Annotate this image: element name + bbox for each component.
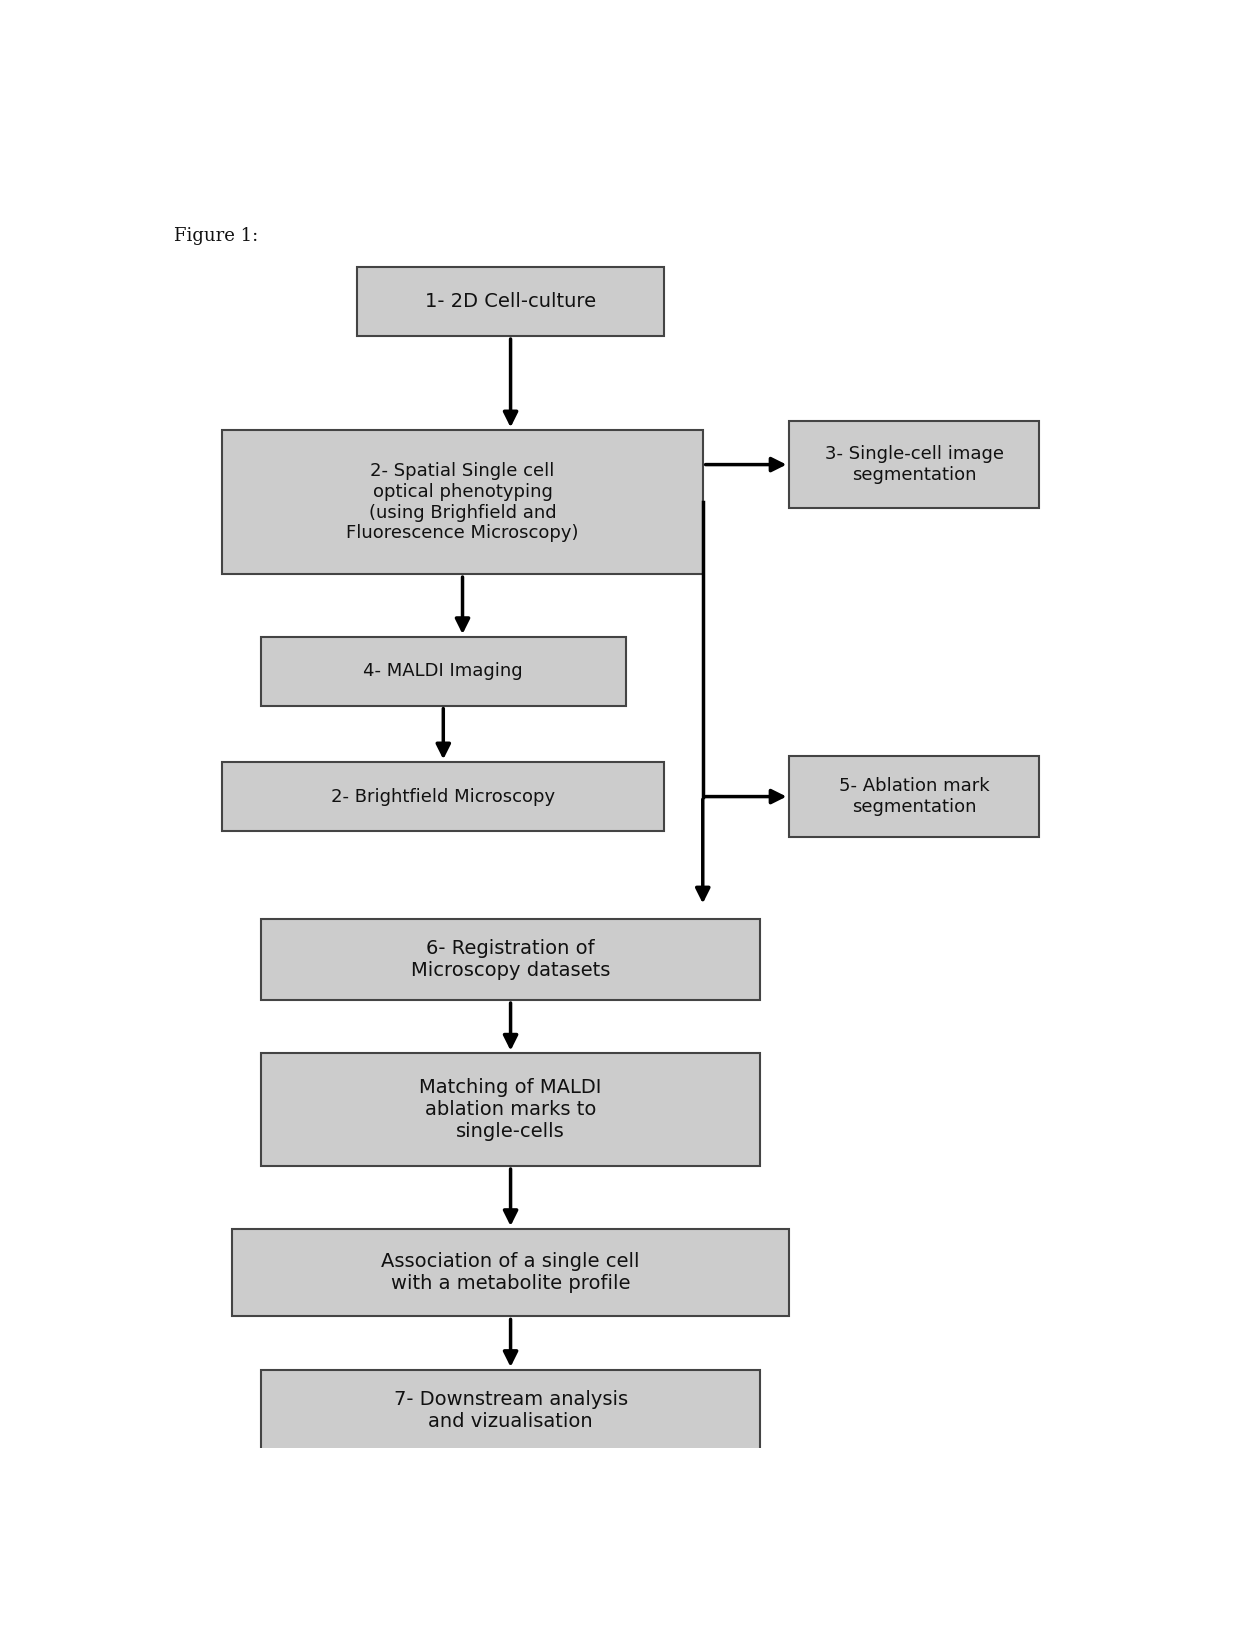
FancyBboxPatch shape xyxy=(789,757,1039,838)
FancyBboxPatch shape xyxy=(357,267,665,337)
Text: 3- Single-cell image
segmentation: 3- Single-cell image segmentation xyxy=(825,446,1003,483)
Text: 2- Brightfield Microscopy: 2- Brightfield Microscopy xyxy=(331,787,556,805)
FancyBboxPatch shape xyxy=(222,761,665,831)
Text: 4- MALDI Imaging: 4- MALDI Imaging xyxy=(363,662,523,680)
Text: 1- 2D Cell-culture: 1- 2D Cell-culture xyxy=(425,293,596,311)
Text: 2- Spatial Single cell
optical phenotyping
(using Brighfield and
Fluorescence Mi: 2- Spatial Single cell optical phenotypi… xyxy=(346,462,579,542)
FancyBboxPatch shape xyxy=(260,919,760,1001)
FancyBboxPatch shape xyxy=(232,1228,789,1316)
Text: 5- Ablation mark
segmentation: 5- Ablation mark segmentation xyxy=(839,778,990,817)
Text: Matching of MALDI
ablation marks to
single-cells: Matching of MALDI ablation marks to sing… xyxy=(419,1079,601,1141)
FancyBboxPatch shape xyxy=(260,1370,760,1451)
FancyBboxPatch shape xyxy=(260,1053,760,1167)
Text: Figure 1:: Figure 1: xyxy=(174,226,258,244)
FancyBboxPatch shape xyxy=(222,430,703,574)
FancyBboxPatch shape xyxy=(260,636,626,706)
Text: Association of a single cell
with a metabolite profile: Association of a single cell with a meta… xyxy=(382,1253,640,1293)
Text: 6- Registration of
Microscopy datasets: 6- Registration of Microscopy datasets xyxy=(410,939,610,979)
FancyBboxPatch shape xyxy=(789,421,1039,509)
Text: 7- Downstream analysis
and vizualisation: 7- Downstream analysis and vizualisation xyxy=(393,1389,627,1430)
